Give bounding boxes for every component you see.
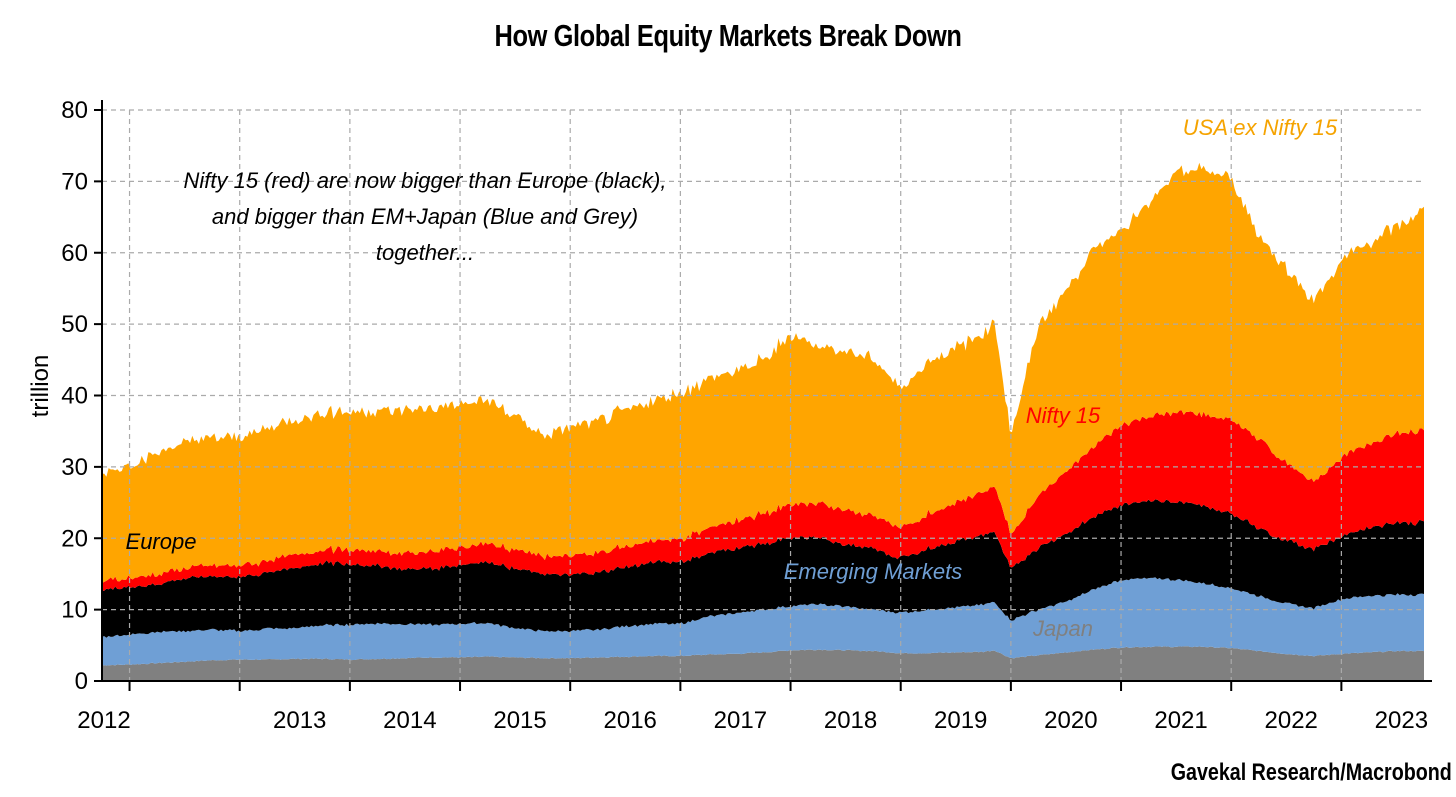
area-japan [102,646,1424,681]
annotation-line-2: and bigger than EM+Japan (Blue and Grey) [212,204,638,229]
annotation-line-1: Nifty 15 (red) are now bigger than Europ… [183,168,666,193]
x-tick-label: 2013 [273,707,326,734]
axes [94,100,1432,691]
annotation-line-3: together... [376,240,474,265]
y-tick-label: 70 [61,168,88,195]
x-tick-label: 2015 [493,707,546,734]
y-tick-label: 60 [61,240,88,267]
x-tick-label: 2016 [604,707,657,734]
series-label-emerging: Emerging Markets [784,559,963,584]
source-label: Gavekal Research/Macrobond [1170,759,1452,786]
area-usa-ex-nifty-15 [102,162,1424,584]
x-tick-label: 2012 [77,707,130,734]
x-tick-label: 2022 [1265,707,1318,734]
x-tick-label: 2021 [1154,707,1207,734]
x-tick-label: 2019 [934,707,987,734]
area-nifty-15 [102,410,1424,591]
series-label-europe: Europe [126,529,197,554]
series-label-japan: Japan [1032,616,1093,641]
x-tick-labels: 2012 2013 2014 2015 2016 2017 2018 2019 2020 2021… [77,707,1428,734]
chart-title: How Global Equity Markets Break Down [494,18,962,53]
stacked-areas [102,162,1424,681]
y-tick-label: 50 [61,311,88,338]
x-tick-label: 2018 [824,707,877,734]
series-label-usa: USA ex Nifty 15 [1183,115,1338,140]
y-tick-label: 30 [61,454,88,481]
series-labels: USA ex Nifty 15 Nifty 15 Europe Emerging… [126,115,1338,641]
y-tick-label: 0 [75,668,88,695]
gridlines [102,109,1424,681]
y-tick-labels: 0 10 20 30 40 50 60 70 80 [61,97,88,695]
x-tick-label: 2014 [383,707,436,734]
series-label-nifty: Nifty 15 [1026,403,1101,428]
annotation-block: Nifty 15 (red) are now bigger than Europ… [183,168,666,265]
y-tick-label: 40 [61,383,88,410]
x-tick-label: 2020 [1044,707,1097,734]
area-europe [102,499,1424,638]
x-tick-label: 2017 [714,707,767,734]
y-tick-label: 80 [61,97,88,124]
y-tick-label: 10 [61,597,88,624]
area-emerging-markets [102,577,1424,666]
y-tick-label: 20 [61,525,88,552]
y-axis-label: trillion [27,355,54,418]
x-tick-label: 2023 [1375,707,1428,734]
